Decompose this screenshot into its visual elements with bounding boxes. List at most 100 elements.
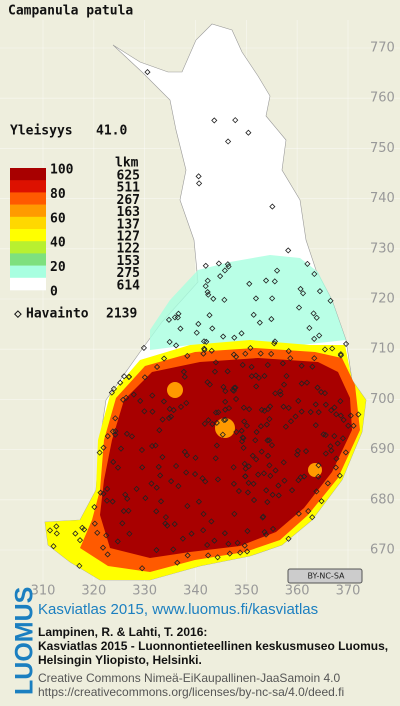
observation-marker [307,408,314,416]
observation-marker [311,335,318,342]
legend-count: 267 [117,193,140,208]
observation-marker [208,518,215,525]
observation-marker [204,277,211,284]
observation-marker [159,453,166,461]
observation-marker [195,320,202,328]
observation-marker [112,431,119,438]
x-tick-label: 350 [234,584,259,599]
observation-marker [123,430,131,437]
hotspot [308,463,322,477]
observation-marker [258,406,265,413]
observation-marker [125,507,132,514]
y-tick-label: 710 [370,342,395,357]
observation-marker [221,530,228,537]
observation-marker [256,319,263,326]
observation-marker [104,551,111,558]
legend-count: 614 [117,278,141,293]
observation-marker [193,329,200,336]
observation-marker [72,530,79,537]
observation-marker [76,562,83,569]
legend-swatch [10,168,46,181]
observation-marker [184,552,191,559]
observation-marker [153,508,160,515]
observation-marker [277,388,284,395]
observation-marker [141,374,148,381]
license-badge-box [287,568,363,584]
observation-marker [222,388,229,395]
observation-marker [165,316,173,323]
observation-marker [199,475,206,482]
legend-count: 275 [117,266,140,281]
y-tick-label: 690 [370,442,395,457]
observation-marker [130,391,137,398]
observation-marker [156,427,163,434]
observation-marker [114,464,122,471]
legend-count: 625 [117,169,140,184]
observation-marker [202,262,209,269]
observation-marker [164,522,171,529]
observation-marker [81,526,88,533]
observation-marker [222,416,229,423]
observation-marker [345,422,352,429]
observation-marker [265,405,272,413]
observation-count: 2139 [106,307,137,322]
observation-marker [222,398,229,405]
diamond-icon: ◇ [14,307,22,322]
observation-marker [334,440,341,447]
observation-marker [304,260,311,267]
observation-marker [264,452,272,459]
legend-swatch [10,180,46,193]
observation-marker [243,422,250,429]
observation-marker [297,474,304,481]
observation-marker [249,452,256,459]
observation-marker [224,261,231,268]
observation-marker [342,449,349,456]
observation-marker [205,417,212,424]
observation-marker [273,267,281,274]
observation-marker [331,432,338,440]
observation-marker [184,502,191,510]
observation-marker [262,531,270,538]
observation-marker [231,334,238,341]
observation-marker [180,368,187,375]
legend-scale-label: 20 [50,260,66,275]
observation-marker [149,392,156,399]
observation-marker [268,442,276,449]
legend-swatch [10,241,46,254]
observation-marker [305,508,312,515]
observation-marker [258,448,265,455]
observation-marker [206,312,213,319]
y-tick-label: 760 [370,91,395,106]
license-badge: BY-NC-SA [307,572,345,581]
observation-marker [318,388,325,396]
observation-marker [340,416,347,423]
observation-marker [302,448,310,455]
observation-marker [299,290,307,297]
observation-marker [125,373,133,380]
observation-marker [205,291,212,298]
observation-markers [46,69,362,572]
observation-marker [153,363,161,371]
observation-marker [321,390,329,397]
observation-marker [315,409,322,416]
legend-scale-label: 100 [50,163,74,178]
observation-marker [245,129,252,136]
observation-marker [181,373,188,380]
observation-marker [283,372,290,380]
observation-marker [313,488,320,495]
observation-marker [253,428,260,436]
observation-marker [295,397,302,404]
observation-marker [220,416,228,424]
observation-marker [139,565,146,572]
observation-marker [173,342,180,349]
observation-marker [213,419,220,426]
observation-marker [183,469,190,476]
observation-marker [339,435,346,442]
observation-marker [288,487,296,494]
observation-marker [166,405,173,413]
observation-marker [166,338,173,346]
observation-marker [311,270,318,278]
observation-marker [171,314,179,321]
observation-marker [160,398,167,405]
observation-marker [333,411,340,418]
